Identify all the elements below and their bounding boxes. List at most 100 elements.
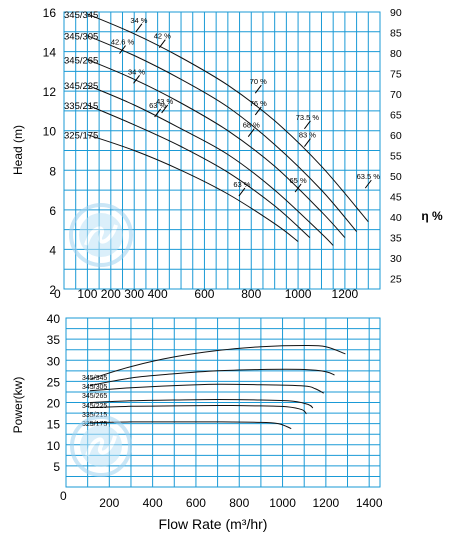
head-x-tick-label: 1200 <box>332 287 359 301</box>
head-curve <box>87 84 334 246</box>
efficiency-label: 42 % <box>154 32 171 41</box>
head-y-axis-label: Head (m) <box>11 125 25 175</box>
efficiency-tick-mark <box>161 104 169 114</box>
efficiency-label: 34 % <box>128 67 145 76</box>
head-series-label: 335/215 <box>64 101 98 112</box>
efficiency-label: 42.6 % <box>111 38 135 47</box>
power-curve <box>89 421 292 430</box>
head-y-tick-label: 10 <box>43 125 57 139</box>
power-series-label: 345/225 <box>82 403 107 410</box>
efficiency-label: 73.5 % <box>296 113 320 122</box>
head-y-tick-label: 16 <box>43 6 57 20</box>
efficiency-label: 76 % <box>250 99 267 108</box>
power-x-tick-label: 1200 <box>313 496 340 510</box>
efficiency-tick-label: 65 <box>390 110 402 122</box>
head-y-tick-label: 2 <box>49 283 56 297</box>
power-x-tick-label: 1000 <box>269 496 296 510</box>
efficiency-tick-mark <box>247 128 255 137</box>
power-series-label: 325/175 <box>82 421 107 428</box>
power-y-tick-label: 15 <box>47 418 61 432</box>
power-y-tick-label: 10 <box>47 439 61 453</box>
power-x-tick-label: 200 <box>99 496 119 510</box>
head-curve <box>87 134 299 242</box>
head-y-ticks: 2 4 6 8 10 12 14 16 <box>43 6 57 297</box>
power-series-label: 335/215 <box>82 412 107 419</box>
efficiency-tick-mark <box>135 23 143 33</box>
efficiency-label: 65 % <box>290 176 307 185</box>
efficiency-tick-mark <box>304 120 311 130</box>
head-y-tick-label: 8 <box>49 164 56 178</box>
head-y-tick-label: 4 <box>49 243 56 257</box>
power-y-tick-label: 35 <box>47 333 61 347</box>
efficiency-tick-label: 85 <box>390 28 402 40</box>
power-y-tick-label: 25 <box>47 375 61 389</box>
head-curve <box>87 35 357 232</box>
head-curve <box>87 13 369 223</box>
head-series-label: 345/345 <box>64 10 98 21</box>
head-x-tick-label: 800 <box>241 287 261 301</box>
efficiency-label: 68 % <box>243 121 260 130</box>
power-plot-frame <box>65 317 381 488</box>
efficiency-label: 83 % <box>299 131 316 140</box>
efficiency-tick-label: 35 <box>390 233 402 245</box>
head-series-labels: 345/345 345/305 345/265 345/225 335/215 325/1… <box>64 10 98 142</box>
head-curve <box>87 59 346 238</box>
head-curve <box>87 104 311 238</box>
head-efficiency-marks: 34 %42 %42.6 %34 %43 %63 %70 %76 %73.5 %… <box>111 16 380 197</box>
efficiency-tick-label: 40 <box>390 212 402 224</box>
head-grid <box>64 12 380 289</box>
power-y-tick-label: 40 <box>47 312 61 326</box>
efficiency-tick-mark <box>119 45 126 54</box>
power-series-label: 345/265 <box>82 393 107 400</box>
power-y-axis-label: Power(kw) <box>11 377 25 434</box>
efficiency-tick-label: 45 <box>390 192 402 204</box>
head-series-label: 345/225 <box>64 81 98 92</box>
power-x-tick-label: 400 <box>143 496 163 510</box>
power-x-tick-label: 1400 <box>356 496 383 510</box>
efficiency-tick-label: 55 <box>390 151 402 163</box>
power-curve <box>89 404 307 415</box>
efficiency-tick-mark <box>364 179 372 189</box>
power-y-ticks: 5 10 15 20 25 30 35 40 <box>47 312 61 474</box>
power-curves <box>89 344 346 430</box>
head-x-tick-label: 400 <box>148 287 168 301</box>
head-x-tick-label: 600 <box>194 287 214 301</box>
efficiency-tick-label: 30 <box>390 253 402 265</box>
efficiency-label: 34 % <box>130 16 147 25</box>
efficiency-tick-mark <box>294 183 302 193</box>
power-curve <box>89 368 335 387</box>
power-series-labels: 345/345 345/305 345/265 345/225 335/215 325/1… <box>82 375 107 428</box>
power-x-tick-label: 600 <box>186 496 206 510</box>
efficiency-label: 63 % <box>149 101 166 110</box>
head-plot-frame <box>63 11 381 290</box>
efficiency-tick-mark <box>304 138 311 147</box>
head-chart: 34 %42 %42.6 %34 %43 %63 %70 %76 %73.5 %… <box>11 6 443 301</box>
power-y-tick-label: 5 <box>53 460 60 474</box>
head-y-tick-label: 14 <box>43 46 57 60</box>
head-series-label: 345/265 <box>64 55 98 66</box>
efficiency-tick-label: 25 <box>390 274 402 286</box>
efficiency-axis-label: η % <box>421 209 443 223</box>
power-y-tick-label: 20 <box>47 397 61 411</box>
head-x-tick-label: 200 <box>101 287 121 301</box>
efficiency-tick-label: 80 <box>390 48 402 60</box>
efficiency-tick-mark <box>158 39 166 48</box>
power-curve <box>89 383 324 394</box>
power-curve <box>89 344 346 380</box>
head-x-ticks: 100 200 300 400 600 800 1000 1200 <box>77 287 358 301</box>
head-x-tick-label: 100 <box>77 287 97 301</box>
head-y2-ticks: 25 30 35 40 45 50 55 60 65 70 75 80 85 90 <box>390 7 402 286</box>
head-x-tick-label: 1000 <box>285 287 312 301</box>
head-series-label: 345/305 <box>64 32 98 43</box>
power-series-label: 345/345 <box>82 375 107 382</box>
efficiency-tick-mark <box>238 187 246 197</box>
efficiency-tick-mark <box>154 108 162 118</box>
efficiency-label: 70 % <box>250 77 267 86</box>
efficiency-tick-mark <box>254 84 262 94</box>
head-y-tick-label: 6 <box>49 204 56 218</box>
efficiency-tick-label: 70 <box>390 89 402 101</box>
head-y-tick-label: 12 <box>43 85 57 99</box>
efficiency-tick-label: 90 <box>390 7 402 19</box>
efficiency-tick-label: 50 <box>390 171 402 183</box>
